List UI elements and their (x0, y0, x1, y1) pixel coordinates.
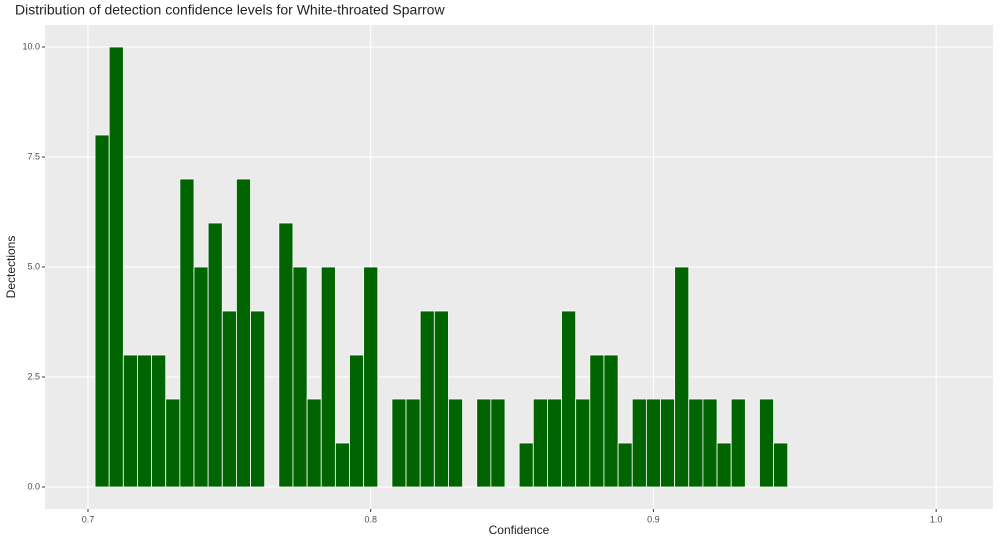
bar (221, 310, 237, 488)
bar (250, 310, 266, 488)
bar (292, 266, 308, 488)
x-tick-label: 1.0 (930, 514, 943, 524)
bar (306, 398, 322, 488)
x-tick-label: 0.9 (647, 514, 660, 524)
chart-title: Distribution of detection confidence lev… (15, 2, 445, 18)
bar (589, 354, 605, 488)
bar (490, 398, 506, 488)
bar (561, 310, 577, 488)
bar (236, 178, 251, 488)
y-tick-label: 2.5 (27, 371, 40, 381)
bar (603, 354, 619, 488)
x-axis-label: Confidence (489, 523, 550, 537)
y-tick-label: 0.0 (27, 481, 40, 491)
bar (518, 442, 534, 488)
bar (334, 442, 350, 488)
bar (547, 398, 562, 488)
bar (179, 178, 195, 488)
x-tick-label: 0.7 (82, 514, 95, 524)
bar (207, 222, 223, 488)
y-tick-label: 5.0 (27, 261, 40, 271)
bar (419, 310, 435, 488)
bar (165, 398, 181, 488)
bar (759, 398, 775, 488)
bar (702, 398, 718, 488)
bar (674, 266, 690, 488)
bar (320, 266, 336, 488)
bar (660, 398, 676, 488)
x-tick-label: 0.8 (364, 514, 377, 524)
y-axis-label: Dectections (4, 236, 18, 299)
bar (617, 442, 633, 488)
bar (773, 442, 789, 488)
bar (688, 398, 704, 488)
bar (730, 398, 746, 488)
bar (405, 398, 421, 488)
bar (122, 354, 138, 488)
bar (575, 398, 591, 488)
y-tick-label: 10.0 (22, 41, 40, 51)
bar (108, 46, 124, 488)
bar (532, 398, 548, 488)
bar (476, 398, 492, 488)
bar (94, 134, 110, 488)
bar (645, 398, 661, 488)
bar (391, 398, 407, 488)
bar (433, 310, 449, 488)
bar (448, 398, 463, 488)
bar (631, 398, 647, 488)
bar (349, 354, 365, 488)
bar (716, 442, 732, 488)
y-tick-label: 7.5 (27, 151, 40, 161)
bar (151, 354, 167, 488)
bar (363, 266, 379, 488)
bar (278, 222, 294, 488)
bar (193, 266, 209, 488)
bar (137, 354, 152, 488)
